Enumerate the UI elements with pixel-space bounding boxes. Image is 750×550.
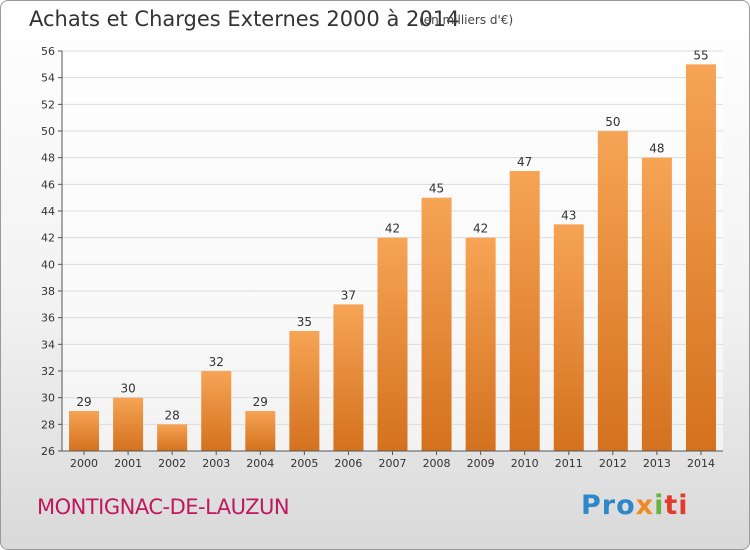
y-tick-label: 54: [41, 72, 55, 85]
logo-part-3: i: [654, 490, 665, 521]
bar-2003: [201, 371, 232, 451]
data-label-2009: 42: [473, 222, 488, 236]
y-tick-label: 30: [41, 392, 55, 405]
data-label-2008: 45: [429, 182, 444, 196]
bar-2002: [157, 424, 188, 451]
data-label-2001: 30: [120, 382, 135, 396]
y-tick-label: 38: [41, 285, 55, 298]
logo-part-2: x: [635, 490, 655, 521]
y-tick-label: 56: [41, 45, 55, 58]
bar-2000: [69, 411, 100, 451]
data-label-2004: 29: [253, 395, 268, 409]
y-tick-label: 32: [41, 365, 55, 378]
y-tick-label: 52: [41, 98, 55, 111]
bar-2010: [509, 171, 540, 451]
bar-2013: [641, 157, 672, 451]
y-tick-label: 50: [41, 125, 55, 138]
y-tick-label: 36: [41, 312, 55, 325]
x-tick-label-2009: 2009: [467, 457, 495, 470]
bar-2009: [465, 237, 496, 451]
x-tick-label-2011: 2011: [555, 457, 583, 470]
data-label-2014: 55: [693, 48, 708, 62]
y-tick-label: 28: [41, 418, 55, 431]
x-tick-label-2002: 2002: [158, 457, 186, 470]
x-tick-label-2013: 2013: [643, 457, 671, 470]
commune-name: MONTIGNAC-DE-LAUZUN: [37, 495, 290, 519]
data-label-2007: 42: [385, 222, 400, 236]
bar-2005: [289, 331, 320, 451]
x-tick-label-2006: 2006: [334, 457, 362, 470]
axes: [61, 51, 723, 452]
y-tick-label: 26: [41, 445, 55, 458]
data-label-2010: 47: [517, 155, 532, 169]
y-tick-label: 34: [41, 338, 55, 351]
data-label-2003: 32: [209, 355, 224, 369]
y-tick-label: 46: [41, 178, 55, 191]
data-labels: 29 30 28 32 29 35 37 42 45 42 47 43 50 48 55: [76, 48, 708, 422]
y-tick-label: 44: [41, 205, 55, 218]
data-label-2006: 37: [341, 288, 356, 302]
logo-part-1: Pro: [581, 490, 636, 521]
chart-subtitle: (en milliers d'€): [419, 13, 514, 27]
data-label-2002: 28: [165, 408, 180, 422]
bar-2007: [377, 237, 408, 451]
data-label-2013: 48: [649, 142, 664, 156]
bar-2001: [113, 397, 144, 451]
chart-title: Achats et Charges Externes 2000 à 2014: [29, 7, 460, 31]
x-tick-label-2010: 2010: [511, 457, 539, 470]
bars: [69, 64, 716, 452]
y-tick-label: 48: [41, 152, 55, 165]
data-label-2012: 50: [605, 115, 620, 129]
logo-part-4: ti: [664, 490, 689, 521]
bar-2004: [245, 411, 276, 451]
x-tick-label-2000: 2000: [70, 457, 98, 470]
bar-2011: [553, 224, 584, 451]
x-tick-label-2012: 2012: [599, 457, 627, 470]
data-label-2000: 29: [76, 395, 91, 409]
x-tick-label-2003: 2003: [202, 457, 230, 470]
x-tick-label-2004: 2004: [246, 457, 274, 470]
y-tick-label: 42: [41, 232, 55, 245]
bar-2012: [597, 131, 628, 451]
y-tick-label: 40: [41, 258, 55, 271]
proxiti-logo[interactable]: Proxiti: [581, 490, 689, 521]
x-tick-label-2005: 2005: [290, 457, 318, 470]
data-label-2005: 35: [297, 315, 312, 329]
x-tick-label-2014: 2014: [687, 457, 715, 470]
x-tick-label-2007: 2007: [379, 457, 407, 470]
y-axis-ticks: 26 28 30 32 34 36 38 40 42 44 46 48 50 52 54 56: [41, 45, 62, 458]
bar-2014: [685, 64, 716, 452]
bar-2006: [333, 304, 364, 451]
x-tick-label-2001: 2001: [114, 457, 142, 470]
bar-2008: [421, 197, 452, 451]
x-tick-label-2008: 2008: [423, 457, 451, 470]
x-axis-ticks: 2000 2001 2002 2003 2004 2005 2006 2007 2008 2009…: [70, 451, 715, 470]
data-label-2011: 43: [561, 208, 576, 222]
